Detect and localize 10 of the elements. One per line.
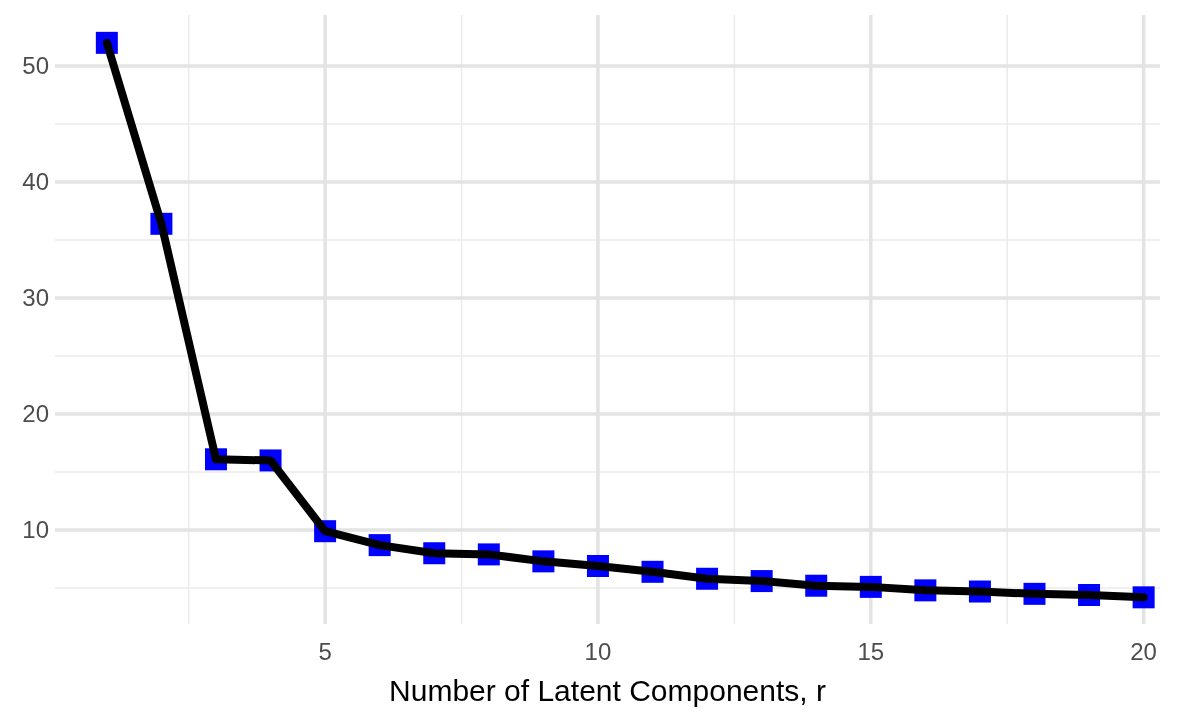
x-tick-label: 20 [1130, 638, 1157, 665]
x-axis-title: Number of Latent Components, r [389, 674, 826, 707]
y-tick-label: 40 [22, 168, 49, 196]
y-tick-label: 20 [22, 400, 49, 428]
y-tick-label: 30 [22, 284, 49, 312]
y-tick-label: 50 [22, 52, 49, 80]
x-tick-label: 15 [857, 638, 885, 665]
x-tick-label: 5 [318, 638, 332, 665]
y-tick-label: 10 [22, 516, 49, 544]
x-tick-label: 10 [584, 638, 612, 665]
